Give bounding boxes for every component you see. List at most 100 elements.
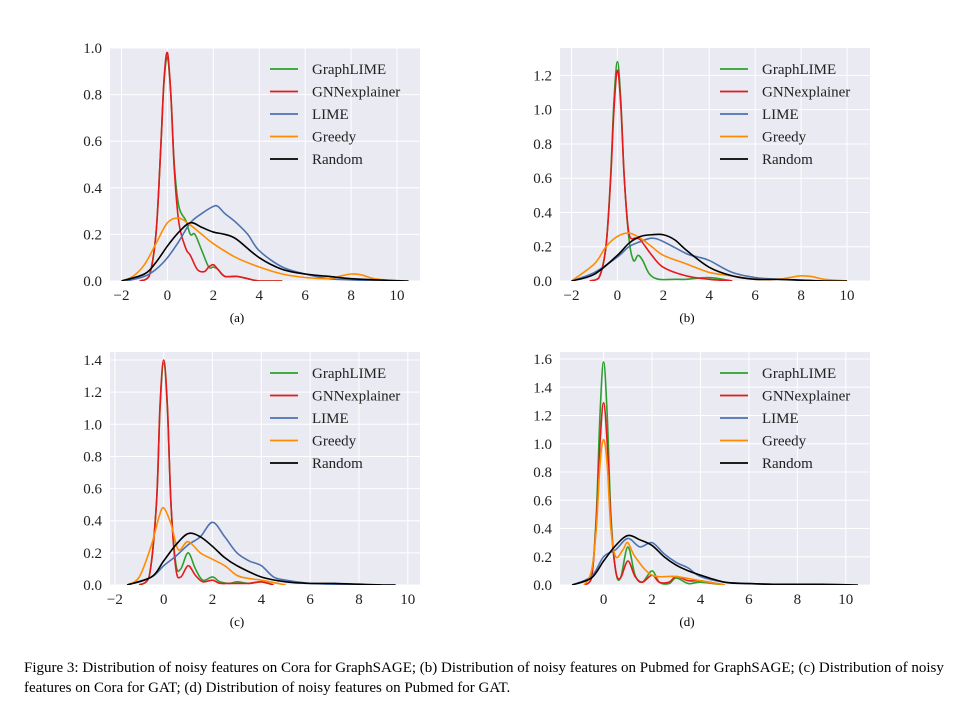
legend-label: LIME [762, 107, 799, 123]
x-tick-label: 8 [347, 288, 355, 304]
y-tick-label: 0.4 [533, 205, 552, 221]
x-tick-label: 8 [794, 592, 802, 608]
legend-label: Greedy [312, 434, 357, 450]
series-line-gnnexplainer [139, 51, 283, 281]
series-line-random [126, 532, 396, 585]
y-tick-label: 1.6 [533, 352, 552, 368]
y-tick-label: 1.0 [83, 41, 102, 57]
series-line-greedy [126, 506, 286, 585]
series-line-gnnexplainer [138, 359, 274, 585]
y-tick-label: 0.6 [533, 171, 552, 187]
figure-caption: Figure 3: Distribution of noisy features… [24, 660, 944, 696]
plot-background [110, 48, 420, 281]
legend-label: LIME [312, 107, 349, 123]
legend-label: Random [312, 456, 363, 472]
y-tick-label: 0.4 [83, 514, 102, 530]
x-tick-label: 6 [306, 592, 314, 608]
y-tick-label: 0.0 [83, 274, 102, 290]
series-line-gnnexplainer [589, 69, 733, 281]
y-tick-label: 1.2 [533, 409, 552, 425]
x-tick-label: −2 [563, 288, 579, 304]
y-tick-label: 1.2 [533, 68, 552, 84]
x-tick-label: 4 [258, 592, 266, 608]
legend-label: LIME [312, 411, 349, 427]
series-line-graphlime [583, 361, 725, 585]
y-tick-label: 0.2 [533, 550, 552, 566]
legend-label: GNNexplainer [762, 389, 850, 405]
chart-panel-3: 0.0 0.2 0.4 0.6 0.8 1.0 1.2 1.4 −2 0 2 4 6 8 10 GraphLI… [83, 352, 420, 629]
x-tick-label: 10 [840, 288, 855, 304]
panel-label: (b) [679, 310, 694, 325]
x-tick-label: 0 [600, 592, 608, 608]
x-tick-label: 0 [164, 288, 172, 304]
series-line-random [571, 233, 848, 281]
x-tick-label: −2 [113, 288, 129, 304]
figure-panels: 0.0 0.2 0.4 0.6 0.8 1.0 −2 0 2 4 6 8 10 GraphLIME GNNe… [83, 41, 870, 629]
legend-label: LIME [762, 411, 799, 427]
chart-panel-4: 0.0 0.2 0.4 0.6 0.8 1.0 1.2 1.4 1.6 0 2 4 6 8 10 GraphL… [533, 352, 870, 629]
x-tick-label: 2 [660, 288, 668, 304]
x-tick-label: 8 [355, 592, 363, 608]
y-tick-label: 1.4 [83, 353, 102, 369]
x-tick-label: 6 [745, 592, 753, 608]
x-tick-label: 2 [648, 592, 656, 608]
y-tick-label: 1.0 [533, 103, 552, 119]
y-tick-label: 0.6 [83, 134, 102, 150]
y-tick-label: 0.8 [83, 88, 102, 104]
legend-label: GraphLIME [312, 62, 386, 78]
legend-label: GNNexplainer [312, 85, 400, 101]
plot-background [560, 352, 870, 585]
x-tick-label: 4 [706, 288, 714, 304]
y-tick-label: 0.8 [533, 137, 552, 153]
x-tick-label: 2 [209, 592, 217, 608]
y-tick-label: 0.0 [83, 578, 102, 594]
y-tick-label: 0.2 [533, 240, 552, 256]
y-tick-label: 1.4 [533, 380, 552, 396]
x-tick-label: 10 [400, 592, 415, 608]
panel-label: (a) [230, 310, 244, 325]
legend-label: Greedy [762, 130, 807, 146]
legend-label: Random [762, 152, 813, 168]
panel-label: (c) [230, 614, 244, 629]
legend-label: GraphLIME [762, 62, 836, 78]
y-tick-label: 0.4 [83, 181, 102, 197]
x-tick-label: 6 [751, 288, 759, 304]
legend-label: Greedy [312, 130, 357, 146]
legend-label: GraphLIME [762, 366, 836, 382]
panel-label: (d) [679, 614, 694, 629]
y-tick-label: 0.4 [533, 522, 552, 538]
series-line-greedy [121, 217, 398, 281]
series-line-greedy [571, 232, 848, 281]
series-line-greedy [583, 438, 725, 585]
y-tick-label: 0.6 [533, 493, 552, 509]
x-tick-label: 2 [210, 288, 218, 304]
x-tick-label: 6 [301, 288, 309, 304]
y-tick-label: 0.6 [83, 482, 102, 498]
y-tick-label: 1.2 [83, 385, 102, 401]
y-tick-label: 0.0 [533, 578, 552, 594]
y-tick-label: 0.8 [83, 449, 102, 465]
x-tick-label: 10 [838, 592, 853, 608]
legend-label: GNNexplainer [312, 389, 400, 405]
x-tick-label: 8 [797, 288, 805, 304]
x-tick-label: 4 [256, 288, 264, 304]
legend-label: GraphLIME [312, 366, 386, 382]
x-tick-label: 0 [614, 288, 622, 304]
legend-label: GNNexplainer [762, 85, 850, 101]
legend-label: Greedy [762, 434, 807, 450]
chart-panel-2: 0.0 0.2 0.4 0.6 0.8 1.0 1.2 −2 0 2 4 6 8 10 GraphLIME G… [533, 48, 870, 325]
chart-panel-1: 0.0 0.2 0.4 0.6 0.8 1.0 −2 0 2 4 6 8 10 GraphLIME GNNe… [83, 41, 420, 325]
y-tick-label: 1.0 [533, 437, 552, 453]
x-tick-label: 10 [390, 288, 405, 304]
legend-label: Random [312, 152, 363, 168]
x-tick-label: 4 [697, 592, 705, 608]
y-tick-label: 0.2 [83, 546, 102, 562]
plot-background [110, 352, 420, 585]
series-line-random [121, 221, 409, 281]
legend-label: Random [762, 456, 813, 472]
y-tick-label: 0.8 [533, 465, 552, 481]
y-tick-label: 0.2 [83, 227, 102, 243]
y-tick-label: 0.0 [533, 274, 552, 290]
x-tick-label: 0 [160, 592, 168, 608]
series-line-random [571, 534, 858, 585]
